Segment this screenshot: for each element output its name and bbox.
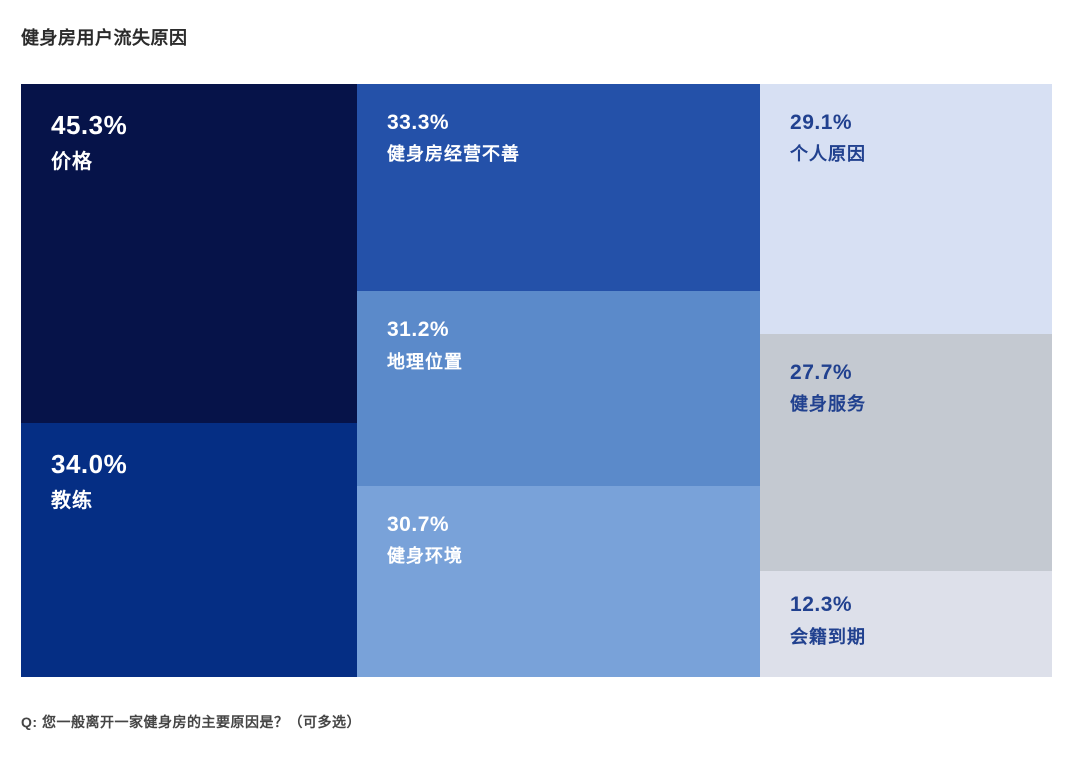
treemap-cell-location: 31.2% 地理位置 (357, 291, 761, 486)
churn-reasons-treemap: 45.3% 价格 34.0% 教练 33.3% 健身房经营不善 31.2% 地理… (21, 84, 1052, 677)
treemap-cell-poor-management: 33.3% 健身房经营不善 (357, 84, 761, 292)
treemap-column-1: 45.3% 价格 34.0% 教练 (21, 84, 357, 677)
treemap-column-3: 29.1% 个人原因 27.7% 健身服务 12.3% 会籍到期 (760, 84, 1052, 677)
treemap-column-2: 33.3% 健身房经营不善 31.2% 地理位置 30.7% 健身环境 (357, 84, 761, 677)
treemap-cell-price: 45.3% 价格 (21, 84, 357, 423)
cell-percentage: 29.1% (790, 111, 853, 134)
cell-label: 地理位置 (387, 351, 463, 372)
cell-percentage: 33.3% (387, 111, 450, 134)
cell-percentage: 30.7% (387, 512, 450, 536)
chart-title: 健身房用户流失原因 (21, 28, 188, 48)
cell-label: 价格 (51, 150, 93, 173)
cell-label: 健身房经营不善 (387, 144, 520, 165)
cell-label: 个人原因 (790, 144, 867, 165)
cell-percentage: 45.3% (51, 110, 128, 140)
cell-percentage: 12.3% (790, 593, 853, 617)
cell-percentage: 31.2% (387, 318, 450, 342)
treemap-cell-fitness-service: 27.7% 健身服务 (760, 333, 1052, 572)
treemap-cell-membership-expired: 12.3% 会籍到期 (760, 571, 1052, 677)
survey-question-footnote: Q: 您一般离开一家健身房的主要原因是？（可多选） (21, 714, 361, 730)
cell-percentage: 34.0% (51, 448, 128, 479)
treemap-cell-personal-reasons: 29.1% 个人原因 (760, 84, 1052, 334)
treemap-cell-coach: 34.0% 教练 (21, 422, 357, 677)
cell-label: 健身环境 (387, 545, 463, 566)
cell-label: 教练 (51, 489, 93, 512)
treemap-cell-environment: 30.7% 健身环境 (357, 485, 761, 677)
cell-label: 健身服务 (790, 393, 867, 414)
cell-label: 会籍到期 (790, 626, 867, 647)
cell-percentage: 27.7% (790, 360, 853, 384)
